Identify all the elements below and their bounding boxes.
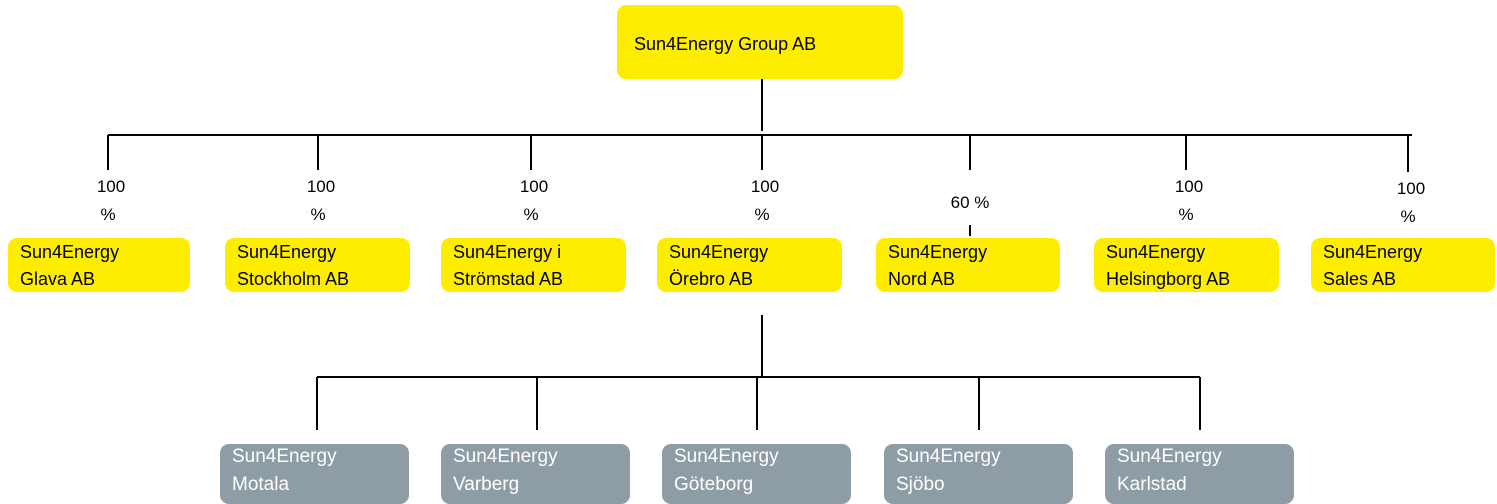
branch-label: Karlstad bbox=[1117, 474, 1187, 495]
ownership-label: 100 bbox=[1396, 179, 1426, 198]
subsidiary-label: Stockholm AB bbox=[237, 269, 350, 289]
branch-box: Sun4Energy Karlstad bbox=[1105, 444, 1294, 504]
subsidiary-label: Sun4Energy bbox=[888, 242, 988, 262]
subsidiary-label: Helsingborg AB bbox=[1106, 269, 1231, 289]
subsidiary-box: Sun4Energy Sales AB bbox=[1311, 238, 1495, 292]
subsidiary-label: Sun4Energy bbox=[669, 242, 769, 262]
subsidiary-box: Sun4Energy Glava AB bbox=[8, 238, 190, 292]
subsidiary-box: Sun4Energy Stockholm AB bbox=[225, 238, 410, 292]
ownership-label: % bbox=[100, 205, 116, 224]
subsidiary-box: Sun4Energy Nord AB bbox=[876, 238, 1060, 292]
ownership-label: 100 bbox=[750, 177, 780, 196]
branch-label: Sjöbo bbox=[896, 474, 945, 495]
root-box: Sun4Energy Group AB bbox=[617, 5, 903, 79]
subsidiary-label: Sales AB bbox=[1323, 269, 1397, 289]
branch-label: Göteborg bbox=[674, 474, 754, 495]
branch-label: Sun4Energy bbox=[1117, 446, 1222, 467]
branch-label: Motala bbox=[232, 474, 290, 495]
ownership-label: 100 bbox=[1174, 177, 1204, 196]
subsidiary-label: Sun4Energy bbox=[237, 242, 337, 262]
subsidiary-label: Glava AB bbox=[20, 269, 96, 289]
branch-box: Sun4Energy Varberg bbox=[441, 444, 630, 504]
ownership-label: % bbox=[1400, 207, 1416, 226]
ownership-label: 60 % bbox=[950, 193, 990, 212]
ownership-label: % bbox=[1178, 205, 1194, 224]
branch-box: Sun4Energy Motala bbox=[220, 444, 409, 504]
subsidiary-box: Sun4Energy i Strömstad AB bbox=[441, 238, 626, 292]
subsidiary-label: Sun4Energy bbox=[20, 242, 120, 262]
ownership-label: 100 bbox=[306, 177, 336, 196]
subsidiary-label: Sun4Energy bbox=[1106, 242, 1206, 262]
subsidiary-label: Strömstad AB bbox=[453, 269, 564, 289]
ownership-label: % bbox=[310, 205, 326, 224]
branch-label: Sun4Energy bbox=[674, 446, 779, 467]
subsidiary-label: Nord AB bbox=[888, 269, 956, 289]
subsidiary-label: Sun4Energy i bbox=[453, 242, 562, 262]
ownership-label: % bbox=[523, 205, 539, 224]
subsidiary-box: Sun4Energy Helsingborg AB bbox=[1094, 238, 1279, 292]
branch-label: Sun4Energy bbox=[453, 446, 558, 467]
branch-label: Varberg bbox=[453, 474, 520, 495]
ownership-label: 100 bbox=[96, 177, 126, 196]
branch-label: Sun4Energy bbox=[232, 446, 337, 467]
root-label: Sun4Energy Group AB bbox=[634, 34, 817, 54]
branch-box: Sun4Energy Göteborg bbox=[662, 444, 851, 504]
branch-box: Sun4Energy Sjöbo bbox=[884, 444, 1073, 504]
branch-label: Sun4Energy bbox=[896, 446, 1001, 467]
subsidiary-box: Sun4Energy Örebro AB bbox=[657, 238, 842, 292]
ownership-label: 100 bbox=[519, 177, 549, 196]
subsidiary-label: Örebro AB bbox=[669, 269, 754, 289]
ownership-label: % bbox=[754, 205, 770, 224]
subsidiary-label: Sun4Energy bbox=[1323, 242, 1423, 262]
